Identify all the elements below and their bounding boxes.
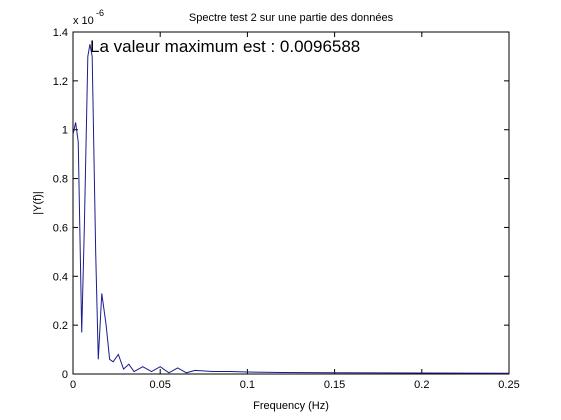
x-tick-label: 0.05 bbox=[149, 379, 170, 391]
x-tick-label: 0 bbox=[70, 379, 76, 391]
y-scale-exponent: -6 bbox=[96, 8, 104, 18]
annotation: La valeur maximum est : 0.0096588 bbox=[90, 37, 360, 56]
y-tick-label: 0.8 bbox=[53, 174, 68, 186]
chart-title: Spectre test 2 sur une partie des donnée… bbox=[189, 12, 394, 24]
y-tick-label: 0 bbox=[62, 369, 68, 381]
y-scale-base: x 10 bbox=[73, 15, 94, 27]
y-axis-label: |Y(f)| bbox=[32, 191, 44, 214]
x-tick-label: 0.25 bbox=[498, 379, 519, 391]
x-tick-label: 0.1 bbox=[240, 379, 255, 391]
plot-area bbox=[72, 31, 510, 375]
data-line bbox=[72, 44, 510, 374]
y-tick-label: 1 bbox=[62, 125, 68, 137]
x-tick-label: 0.15 bbox=[324, 379, 345, 391]
y-tick-label: 1.4 bbox=[53, 27, 68, 39]
y-tick-label: 0.4 bbox=[53, 271, 68, 283]
x-tick-label: 0.2 bbox=[414, 379, 429, 391]
x-axis-label: Frequency (Hz) bbox=[253, 400, 329, 412]
y-tick-label: 0.2 bbox=[53, 320, 68, 332]
y-tick-label: 0.6 bbox=[53, 222, 68, 234]
y-tick-label: 1.2 bbox=[53, 76, 68, 88]
